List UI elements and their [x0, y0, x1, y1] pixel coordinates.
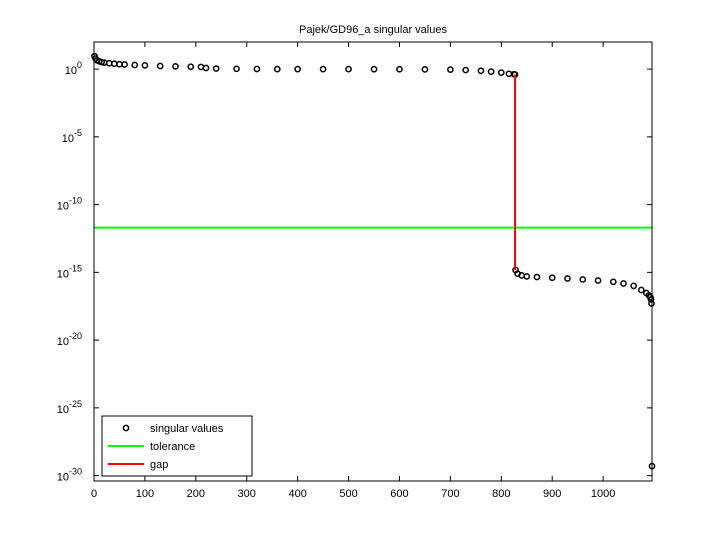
data-point — [294, 65, 301, 73]
x-tick-label: 500 — [339, 488, 357, 500]
data-point — [253, 65, 261, 73]
x-tick-label: 900 — [543, 488, 561, 500]
data-point — [212, 65, 220, 72]
y-tick-label: 10-15 — [57, 263, 82, 280]
x-tick-label: 600 — [390, 488, 408, 500]
x-tick-label: 300 — [238, 488, 256, 500]
legend-marker — [122, 424, 130, 432]
data-point — [319, 65, 327, 73]
data-point — [594, 277, 602, 284]
data-point — [121, 61, 128, 68]
y-tick-label: 100 — [65, 60, 82, 77]
data-point — [523, 273, 531, 280]
data-point — [487, 68, 495, 75]
data-point — [579, 276, 587, 283]
data-point — [533, 273, 541, 281]
x-tick-label: 800 — [492, 488, 510, 500]
x-tick-label: 100 — [136, 488, 154, 500]
data-point — [172, 62, 179, 70]
x-tick-label: 400 — [288, 488, 306, 500]
data-point — [141, 61, 149, 69]
data-point — [647, 296, 655, 303]
data-point — [187, 63, 195, 71]
data-point — [548, 274, 556, 282]
data-point — [630, 282, 638, 290]
y-tick-label: 10-30 — [57, 467, 82, 484]
data-point — [131, 61, 139, 69]
data-point — [202, 64, 210, 72]
data-point — [497, 69, 505, 76]
data-point — [447, 66, 454, 73]
data-point — [273, 65, 281, 73]
chart-title: Pajek/GD96_a singular values — [299, 24, 447, 36]
y-tick-label: 10-10 — [57, 196, 82, 213]
data-point — [477, 67, 485, 75]
legend-label: tolerance — [150, 441, 195, 453]
data-point — [609, 278, 617, 286]
data-point — [345, 65, 352, 73]
data-point — [370, 65, 378, 73]
axes-box — [93, 41, 653, 482]
data-point — [620, 280, 627, 287]
data-point — [648, 300, 655, 307]
data-point — [421, 66, 429, 73]
data-point — [462, 66, 470, 74]
legend-label: gap — [150, 459, 168, 471]
data-point — [233, 65, 240, 73]
plot-area — [94, 42, 652, 481]
x-tick-label: 200 — [187, 488, 205, 500]
y-tick-label: 10-25 — [57, 399, 82, 416]
y-tick-label: 10-5 — [62, 128, 82, 145]
data-point — [564, 275, 571, 282]
data-point — [637, 286, 645, 294]
x-tick-label: 0 — [91, 488, 97, 500]
data-point — [156, 62, 164, 70]
legend-label: singular values — [150, 423, 224, 435]
y-tick-label: 10-20 — [57, 331, 82, 348]
x-tick-label: 1000 — [591, 488, 615, 500]
data-point — [396, 65, 403, 73]
x-tick-label: 700 — [441, 488, 459, 500]
